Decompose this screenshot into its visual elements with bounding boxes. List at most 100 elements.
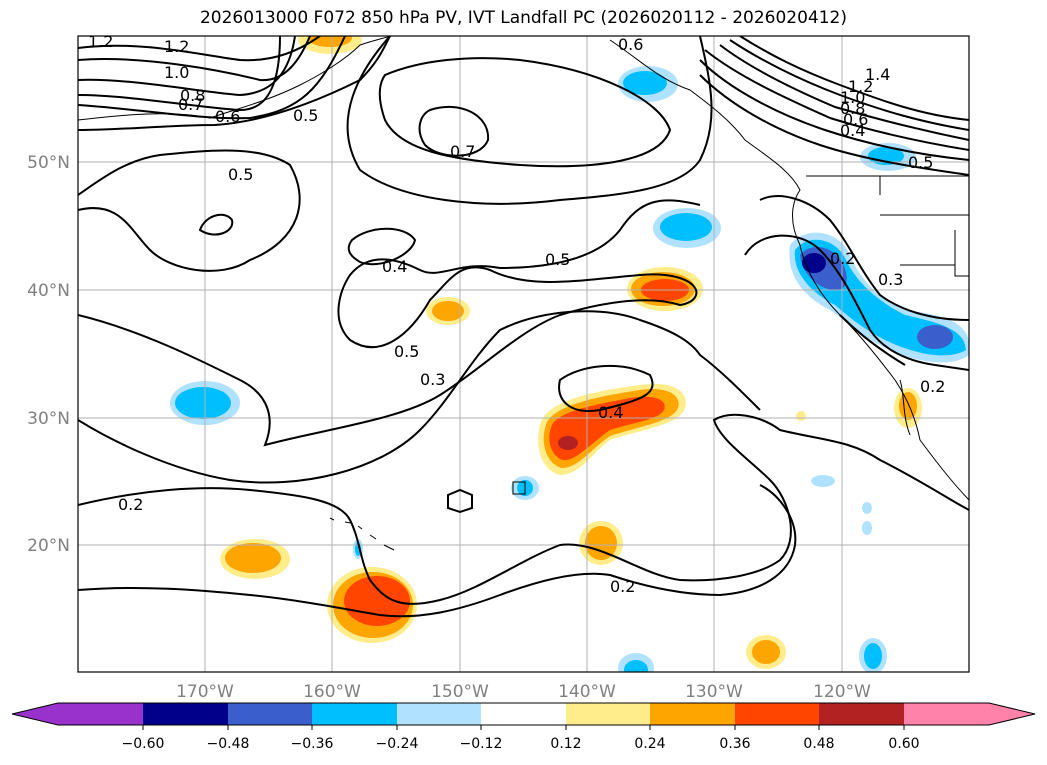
map-frame (77, 35, 970, 673)
colorbar-tick-label: −0.12 (460, 736, 503, 752)
contour-1-4 (739, 36, 969, 121)
state-borders (806, 175, 969, 277)
contour-label: 0.5 (293, 106, 318, 125)
contour-labels: 1.2 1.2 1.0 0.8 0.7 0.6 0.5 0.7 0.5 0.4 … (88, 32, 945, 596)
contour-0-4-inner (558, 364, 654, 412)
positive-anomaly-40n (627, 267, 703, 311)
hawaii-islands (329, 517, 395, 551)
contour-label: 0.3 (420, 370, 445, 389)
contour-1-0 (78, 36, 311, 82)
contour-label: 0.4 (598, 403, 623, 422)
lon-label-150w: 150°W (431, 682, 489, 702)
coastlines (78, 36, 969, 551)
contour-0-6 (78, 36, 346, 120)
contour-label: 1.2 (88, 32, 113, 51)
contour-label: 0.5 (545, 250, 570, 269)
contour-label: 0.4 (840, 121, 865, 140)
contour-label: 0.2 (920, 377, 945, 396)
contour-label: 0.6 (843, 110, 868, 129)
contour-label: 0.6 (215, 107, 240, 126)
colorbar-tick-label: 0.24 (634, 736, 665, 752)
colorbar-outline (11, 702, 1036, 726)
aleutian-coast (78, 36, 391, 121)
contour-label: 1.2 (164, 37, 189, 56)
contour-label: 1.2 (848, 77, 873, 96)
contour-small-loop (447, 488, 473, 514)
colorbar-ticks (142, 725, 905, 730)
colorbar-tick-label: 0.36 (719, 736, 750, 752)
colorbar-swatch (312, 703, 397, 725)
contour-0-5-middle (78, 199, 701, 447)
contour-0-8-b (704, 49, 969, 151)
contour-label: 0.3 (878, 270, 903, 289)
island-outline (512, 481, 526, 495)
lon-label-120w: 120°W (813, 682, 871, 702)
contour-0-5-north (78, 36, 391, 131)
contour-label: 1.0 (164, 63, 189, 82)
colorbar-tick-label: 0.48 (803, 736, 834, 752)
contour-label: 1.0 (840, 88, 865, 107)
colorbar-swatch (819, 703, 904, 725)
negative-anomaly-california (789, 232, 969, 363)
colorbar-swatch (566, 703, 651, 725)
lon-label-170w: 170°W (176, 682, 234, 702)
contour-0-2-b (744, 234, 969, 371)
lat-label-40n: 40°N (27, 281, 70, 301)
contour-0-7-center (418, 105, 490, 157)
contour-0-7 (78, 36, 281, 112)
graticule (78, 36, 969, 672)
contour-label: 0.5 (394, 342, 419, 361)
contour-0-1-b (839, 314, 906, 366)
lon-label-130w: 130°W (685, 682, 743, 702)
lon-label-160w: 160°W (303, 682, 361, 702)
longitude-labels: 170°W 160°W 150°W 140°W 130°W 120°W (176, 682, 871, 702)
negative-anomaly-offshore (653, 208, 721, 248)
colorbar-tick-label: 0.60 (888, 736, 919, 752)
colorbar-swatch (397, 703, 482, 725)
colorbar-tick-label: −0.48 (207, 736, 250, 752)
latitude-labels: 50°N 40°N 30°N 20°N (27, 153, 70, 556)
contour-0-6-center (346, 36, 713, 205)
contour-label: 0.7 (178, 95, 203, 114)
contour-0-8 (78, 36, 296, 97)
contour-0-2 (78, 413, 969, 605)
contour-label: 0.8 (840, 99, 865, 118)
contour-0-3-b (759, 195, 969, 321)
contour-label: 0.2 (118, 495, 143, 514)
anomaly-bottom (618, 635, 887, 672)
lat-label-50n: 50°N (27, 153, 70, 173)
colorbar-swatch (143, 703, 228, 725)
contour-label: 0.2 (830, 249, 855, 268)
ivt-shading-layer (170, 36, 969, 672)
contour-0-5-west (78, 149, 301, 272)
colorbar-tick-label: −0.36 (291, 736, 334, 752)
contour-label: 0.6 (618, 35, 643, 54)
contour-label: 1.4 (865, 65, 890, 84)
positive-anomaly-38n (426, 297, 470, 325)
colorbar-swatch (904, 703, 989, 725)
colorbar-tick-label: 0.12 (550, 736, 581, 752)
contour-label: 0.5 (908, 153, 933, 172)
contour-1-2-b (729, 39, 969, 131)
contour-0-6-b (699, 59, 969, 161)
baja-coast (899, 379, 911, 436)
contour-label: 0.7 (450, 142, 475, 161)
contour-label: 0.5 (228, 165, 253, 184)
colorbar: −0.60 −0.48 −0.36 −0.24 −0.12 0.12 0.24 … (11, 702, 1036, 752)
contour-label: 0.4 (382, 257, 407, 276)
colorbar-tick-label: −0.60 (122, 736, 165, 752)
colorbar-swatch (228, 703, 313, 725)
contour-0-4 (347, 227, 417, 266)
contour-0-4-b (699, 74, 969, 176)
north-america-coast (609, 39, 969, 501)
contour-0-6-ring (378, 57, 672, 168)
negative-anomaly-alaska (618, 66, 678, 102)
colorbar-swatch (650, 703, 735, 725)
map-title: 2026013000 F072 850 hPa PV, IVT Landfall… (199, 8, 847, 28)
lat-label-30n: 30°N (27, 409, 70, 429)
lat-label-20n: 20°N (27, 536, 70, 556)
pv-contours (78, 36, 969, 618)
colorbar-swatch (58, 703, 143, 725)
contour-1-0-b (719, 44, 969, 141)
